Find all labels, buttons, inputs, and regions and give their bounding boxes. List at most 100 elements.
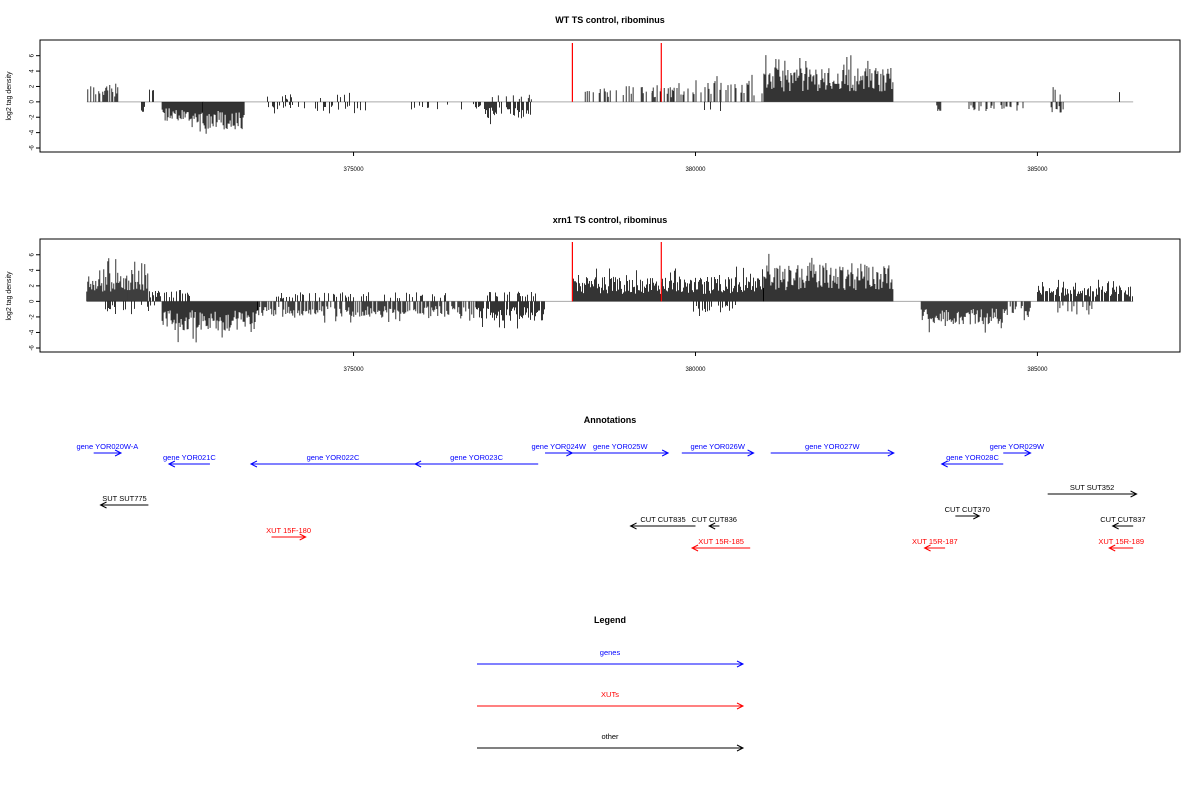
y-tick-label: 4 — [30, 69, 36, 73]
arrow-head — [413, 460, 422, 468]
y-tick-label: 2 — [30, 84, 36, 88]
y-tick-label: -2 — [30, 314, 36, 320]
feature-xut: XUT 15R-189 — [1098, 537, 1144, 552]
feature-other: CUT CUT837 — [1100, 515, 1146, 530]
feature-gene: gene YOR021C — [163, 453, 216, 468]
x-tick-label: 380000 — [685, 167, 706, 173]
feature-gene: gene YOR025W — [572, 442, 670, 457]
annotations-title: Annotations — [584, 415, 637, 425]
position-markers — [571, 43, 662, 102]
feature-label: gene YOR021C — [163, 453, 216, 462]
feature-label: CUT CUT835 — [640, 515, 685, 524]
density-bars — [87, 55, 1120, 134]
feature-gene: gene YOR024W — [531, 442, 587, 457]
y-tick-label: 6 — [30, 53, 36, 57]
y-axis-label: log2 tag density — [6, 271, 13, 321]
feature-label: gene YOR028C — [946, 453, 999, 462]
arrow-head — [1108, 544, 1116, 552]
x-axis: 375000 380000 385000 — [344, 152, 1048, 173]
y-tick-label: 6 — [30, 252, 36, 256]
arrow-head — [661, 449, 670, 457]
feature-other: CUT CUT836 — [692, 515, 737, 530]
arrow-head — [1024, 449, 1032, 457]
y-tick-label: -4 — [30, 329, 36, 335]
x-tick-label: 385000 — [1027, 367, 1048, 373]
x-tick-label: 380000 — [685, 367, 706, 373]
feature-gene: gene YOR028C — [940, 453, 1004, 468]
panel-title: WT TS control, ribominus — [555, 15, 665, 25]
arrow-head — [167, 460, 176, 468]
arrow-head — [1130, 490, 1138, 498]
y-tick-label: 0 — [30, 299, 36, 303]
x-tick-label: 385000 — [1027, 167, 1048, 173]
feature-label: XUT 15R-185 — [698, 537, 744, 546]
y-tick-label: -4 — [30, 129, 36, 135]
feature-label: XUT 15R-189 — [1098, 537, 1144, 546]
legend-items: genes XUTs other — [477, 648, 745, 752]
feature-gene: gene YOR026W — [681, 442, 755, 457]
feature-label: gene YOR020W-A — [76, 442, 138, 451]
legend-item-gene: genes — [477, 648, 745, 668]
feature-xut: XUT 15F-180 — [266, 526, 311, 541]
panel-wt: WT TS control, ribominus log2 tag densit… — [6, 15, 1181, 173]
feature-label: gene YOR023C — [450, 453, 503, 462]
x-tick-label: 375000 — [344, 167, 365, 173]
feature-label: gene YOR024W — [531, 442, 586, 451]
arrow-head — [736, 744, 745, 752]
y-axis: 6 4 2 0 -2 -4 -6 — [30, 252, 41, 351]
y-tick-label: -6 — [30, 345, 36, 351]
panel-xrn1: xrn1 TS control, ribominus log2 tag dens… — [6, 215, 1181, 373]
feature-gene: gene YOR029W — [990, 442, 1045, 457]
y-axis-label: log2 tag density — [6, 71, 13, 121]
arrow-head — [940, 460, 948, 468]
y-tick-label: 0 — [30, 100, 36, 104]
legend-item-xut: XUTs — [477, 690, 745, 710]
x-axis: 375000 380000 385000 — [344, 352, 1048, 373]
feature-label: XUT 15R-187 — [912, 537, 958, 546]
feature-label: XUT 15F-180 — [266, 526, 311, 535]
arrow-head — [923, 544, 931, 552]
feature-xut: XUT 15R-187 — [912, 537, 958, 552]
legend-item-other: other — [477, 732, 745, 752]
feature-label: CUT CUT837 — [1100, 515, 1145, 524]
arrow-head — [747, 449, 755, 457]
panel-title: xrn1 TS control, ribominus — [553, 215, 668, 225]
position-markers — [571, 242, 662, 302]
y-axis: 6 4 2 0 -2 -4 -6 — [30, 53, 41, 151]
arrow-head — [249, 460, 258, 468]
feature-label: gene YOR027W — [805, 442, 860, 451]
legend-label: genes — [600, 648, 621, 657]
feature-label: gene YOR029W — [990, 442, 1045, 451]
feature-list: gene YOR020W-A gene YOR021C gene YOR022C ge… — [76, 442, 1146, 552]
feature-gene: gene YOR027W — [770, 442, 895, 457]
arrow-head — [973, 512, 981, 520]
arrow-head — [708, 522, 716, 530]
feature-other: CUT CUT835 — [629, 515, 696, 530]
arrow-head — [629, 522, 637, 530]
arrow-head — [690, 544, 699, 552]
x-tick-label: 375000 — [344, 367, 365, 373]
feature-label: CUT CUT370 — [945, 505, 990, 514]
legend-label: other — [601, 732, 619, 741]
arrow-head — [1111, 522, 1119, 530]
arrow-head — [99, 501, 107, 509]
feature-label: SUT SUT352 — [1070, 483, 1114, 492]
arrow-head — [299, 533, 307, 541]
y-tick-label: -2 — [30, 114, 36, 120]
feature-label: gene YOR026W — [690, 442, 745, 451]
feature-label: gene YOR025W — [593, 442, 648, 451]
feature-gene: gene YOR023C — [413, 453, 539, 468]
feature-gene: gene YOR022C — [249, 453, 416, 468]
arrow-head — [736, 702, 745, 710]
feature-xut: XUT 15R-185 — [690, 537, 751, 552]
arrow-head — [736, 660, 745, 668]
feature-gene: gene YOR020W-A — [76, 442, 138, 457]
legend-title: Legend — [594, 615, 626, 625]
feature-other: CUT CUT370 — [945, 505, 990, 520]
feature-other: SUT SUT775 — [99, 494, 149, 509]
feature-label: gene YOR022C — [307, 453, 360, 462]
y-tick-label: 4 — [30, 268, 36, 272]
feature-other: SUT SUT352 — [1047, 483, 1138, 498]
